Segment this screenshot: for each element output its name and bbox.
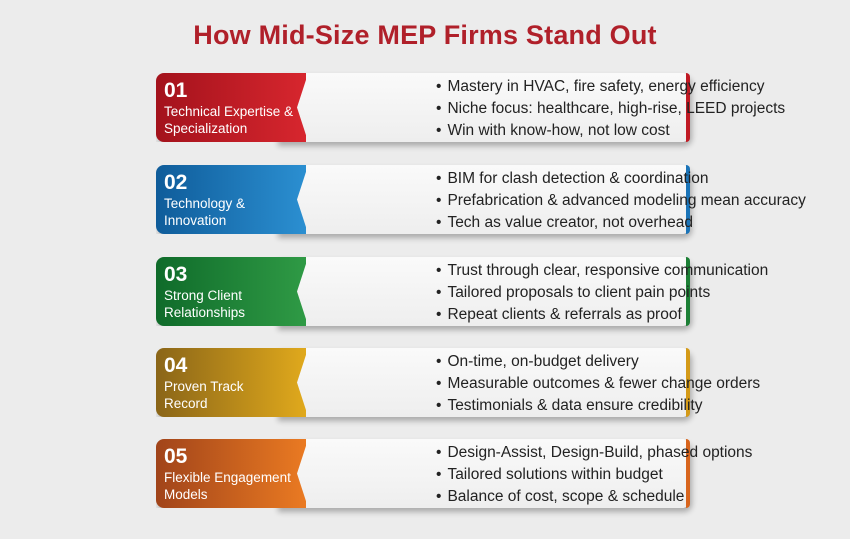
- bullet-item: • Balance of cost, scope & schedule: [436, 486, 752, 508]
- bullet-item: • Repeat clients & referrals as proof: [436, 304, 768, 326]
- page-title: How Mid-Size MEP Firms Stand Out: [193, 20, 657, 50]
- feature-row-03: • Trust through clear, responsive communi…: [156, 257, 768, 326]
- bullet-text: Mastery in HVAC, fire safety, energy eff…: [447, 78, 765, 95]
- feature-label: Flexible Engagement Models: [164, 469, 304, 503]
- feature-label: Technology & Innovation: [164, 195, 304, 229]
- feature-label-line2: Models: [164, 487, 208, 502]
- bullet-dot-icon: •: [436, 100, 442, 117]
- feature-label-line2: Specialization: [164, 121, 248, 136]
- bullet-list: • Trust through clear, responsive communi…: [436, 260, 768, 326]
- bullet-item: • Win with know-how, not low cost: [436, 120, 785, 142]
- bullet-list: • Mastery in HVAC, fire safety, energy ef…: [436, 76, 785, 142]
- bullet-dot-icon: •: [436, 192, 442, 209]
- card-accent-edge: [686, 348, 690, 417]
- feature-badge: 04 Proven Track Record: [156, 348, 306, 417]
- bullet-dot-icon: •: [436, 375, 442, 392]
- bullet-dot-icon: •: [436, 306, 442, 323]
- feature-card: • Trust through clear, responsive communi…: [276, 257, 768, 326]
- bullet-dot-icon: •: [436, 284, 442, 301]
- bullet-text: Tailored proposals to client pain points: [447, 284, 711, 301]
- bullet-text: Design-Assist, Design-Build, phased opti…: [447, 444, 753, 461]
- bullet-dot-icon: •: [436, 170, 442, 187]
- feature-label: Technical Expertise & Specialization: [164, 103, 304, 137]
- card-accent-edge: [686, 439, 690, 508]
- bullet-item: • Prefabrication & advanced modeling mean…: [436, 190, 806, 212]
- feature-card: • Mastery in HVAC, fire safety, energy ef…: [276, 73, 785, 142]
- bullet-dot-icon: •: [436, 488, 442, 505]
- bullet-dot-icon: •: [436, 78, 442, 95]
- feature-row-01: • Mastery in HVAC, fire safety, energy ef…: [156, 73, 785, 142]
- feature-card: • On-time, on-budget delivery • Measurable…: [276, 348, 760, 417]
- bullet-dot-icon: •: [436, 262, 442, 279]
- feature-number: 04: [164, 354, 188, 377]
- bullet-dot-icon: •: [436, 444, 442, 461]
- bullet-item: • Tailored proposals to client pain point…: [436, 282, 768, 304]
- bullet-item: • Niche focus: healthcare, high-rise, LEE…: [436, 98, 785, 120]
- bullet-dot-icon: •: [436, 466, 442, 483]
- feature-label: Strong Client Relationships: [164, 287, 304, 321]
- feature-number: 05: [164, 445, 188, 468]
- bullet-list: • BIM for clash detection & coordination …: [436, 168, 806, 234]
- bullet-list: • Design-Assist, Design-Build, phased opt…: [436, 442, 752, 508]
- bullet-text: On-time, on-budget delivery: [447, 353, 639, 370]
- bullet-item: • BIM for clash detection & coordination: [436, 168, 806, 190]
- bullet-dot-icon: •: [436, 397, 442, 414]
- bullet-dot-icon: •: [436, 122, 442, 139]
- feature-badge: 05 Flexible Engagement Models: [156, 439, 306, 508]
- feature-card: • Design-Assist, Design-Build, phased opt…: [276, 439, 752, 508]
- feature-row-05: • Design-Assist, Design-Build, phased opt…: [156, 439, 752, 508]
- bullet-text: Niche focus: healthcare, high-rise, LEED…: [447, 100, 786, 117]
- card-accent-edge: [686, 257, 690, 326]
- bullet-text: Prefabrication & advanced modeling mean …: [447, 192, 806, 209]
- bullet-item: • Measurable outcomes & fewer change orde…: [436, 373, 760, 395]
- feature-badge: 02 Technology & Innovation: [156, 165, 306, 234]
- feature-label-line1: Technical Expertise &: [164, 104, 294, 119]
- feature-label-line1: Flexible Engagement: [164, 470, 291, 485]
- feature-number: 02: [164, 171, 188, 194]
- bullet-text: Tech as value creator, not overhead: [447, 214, 694, 231]
- feature-number: 03: [164, 263, 188, 286]
- feature-number: 01: [164, 79, 188, 102]
- bullet-text: Balance of cost, scope & schedule: [447, 488, 685, 505]
- bullet-item: • Tailored solutions within budget: [436, 464, 752, 486]
- bullet-item: • Design-Assist, Design-Build, phased opt…: [436, 442, 752, 464]
- bullet-list: • On-time, on-budget delivery • Measurable…: [436, 351, 760, 417]
- feature-label-line2: Innovation: [164, 213, 227, 228]
- feature-label-line1: Technology &: [164, 196, 246, 211]
- bullet-text: Trust through clear, responsive communic…: [447, 262, 769, 279]
- bullet-text: Tailored solutions within budget: [447, 466, 663, 483]
- bullet-item: • Tech as value creator, not overhead: [436, 212, 806, 234]
- feature-card: • BIM for clash detection & coordination …: [276, 165, 806, 234]
- card-accent-edge: [686, 73, 690, 142]
- feature-label-line1: Proven Track: [164, 379, 244, 394]
- bullet-text: Repeat clients & referrals as proof: [447, 306, 682, 323]
- feature-label-line2: Record: [164, 396, 208, 411]
- bullet-text: Testimonials & data ensure credibility: [447, 397, 703, 414]
- bullet-dot-icon: •: [436, 353, 442, 370]
- bullet-dot-icon: •: [436, 214, 442, 231]
- feature-badge: 01 Technical Expertise & Specialization: [156, 73, 306, 142]
- bullet-text: BIM for clash detection & coordination: [447, 170, 709, 187]
- feature-label: Proven Track Record: [164, 378, 304, 412]
- card-accent-edge: [686, 165, 690, 234]
- feature-label-line1: Strong Client: [164, 288, 243, 303]
- bullet-item: • On-time, on-budget delivery: [436, 351, 760, 373]
- bullet-item: • Mastery in HVAC, fire safety, energy ef…: [436, 76, 785, 98]
- feature-label-line2: Relationships: [164, 305, 246, 320]
- feature-badge: 03 Strong Client Relationships: [156, 257, 306, 326]
- bullet-item: • Testimonials & data ensure credibility: [436, 395, 760, 417]
- feature-row-02: • BIM for clash detection & coordination …: [156, 165, 806, 234]
- bullet-item: • Trust through clear, responsive communi…: [436, 260, 768, 282]
- bullet-text: Win with know-how, not low cost: [447, 122, 670, 139]
- feature-row-04: • On-time, on-budget delivery • Measurable…: [156, 348, 760, 417]
- bullet-text: Measurable outcomes & fewer change order…: [447, 375, 761, 392]
